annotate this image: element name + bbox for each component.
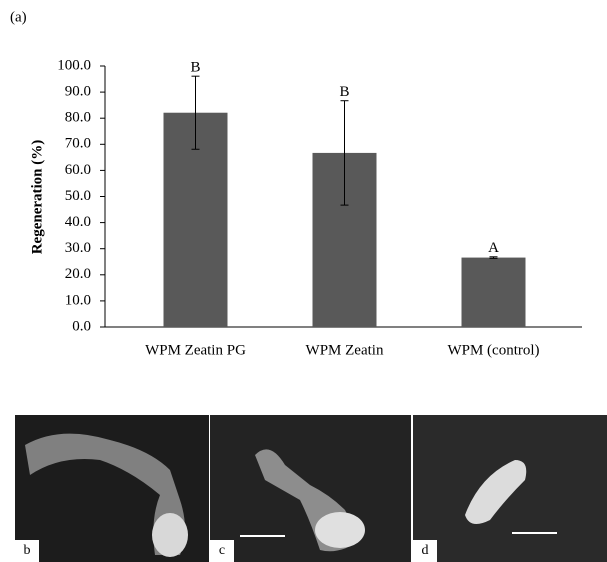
y-tick-label: 0.0: [72, 318, 91, 334]
y-tick-label: 10.0: [65, 292, 91, 308]
y-axis-label: Regeneration (%): [29, 140, 45, 255]
significance-letter: A: [488, 240, 499, 256]
photo-b: b: [15, 415, 209, 562]
panel-label: b: [24, 543, 31, 558]
y-tick-label: 90.0: [65, 84, 91, 100]
panel-label: c: [219, 543, 225, 558]
error-bar: [490, 257, 498, 259]
y-tick-label: 100.0: [57, 57, 91, 73]
figure-label: (a): [10, 9, 27, 25]
significance-letter: B: [190, 60, 200, 76]
x-tick-label: WPM (control): [447, 342, 539, 358]
bar: [462, 258, 526, 327]
panel-label: d: [422, 543, 429, 558]
y-tick-label: 30.0: [65, 240, 91, 256]
y-tick-label: 50.0: [65, 188, 91, 204]
y-tick-label: 80.0: [65, 110, 91, 126]
y-tick-label: 60.0: [65, 162, 91, 178]
figure: (a) Regeneration (%) b c d 0.0 10.0 20.0 30…: [0, 0, 607, 562]
y-tick-label: 20.0: [65, 266, 91, 282]
significance-letter: B: [339, 84, 349, 100]
y-tick-label: 70.0: [65, 136, 91, 152]
photo-c: c: [210, 415, 411, 562]
x-tick-label: WPM Zeatin: [306, 342, 384, 358]
photo-d: d: [413, 415, 607, 562]
y-tick-label: 40.0: [65, 214, 91, 230]
x-tick-label: WPM Zeatin PG: [145, 342, 246, 358]
